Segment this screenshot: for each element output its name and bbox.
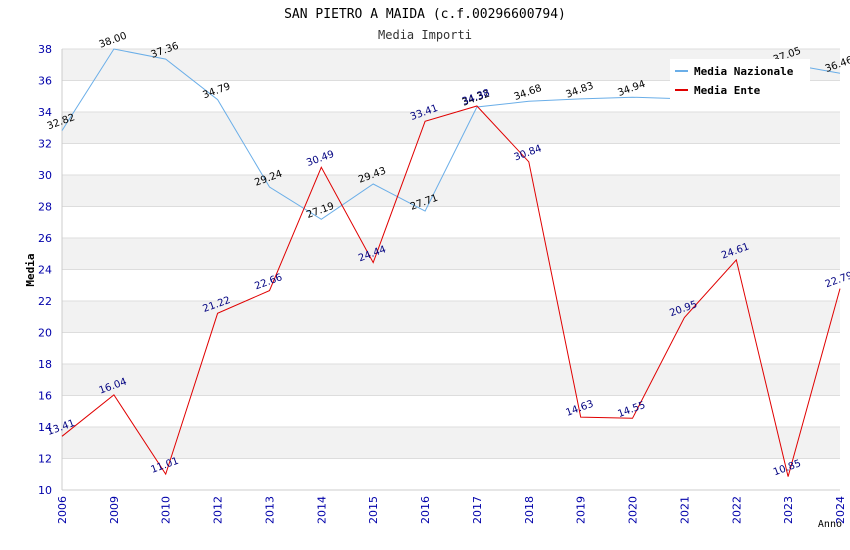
y-tick-label: 10 [38, 484, 52, 497]
data-label: 38.00 [98, 31, 129, 51]
data-label: 14.63 [564, 399, 595, 419]
x-tick-label: 2022 [730, 496, 743, 524]
y-tick-label: 36 [38, 75, 52, 88]
background-bands [62, 49, 840, 459]
x-tick-label: 2009 [108, 496, 121, 524]
x-tick-label: 2019 [575, 496, 588, 524]
y-tick-label: 12 [38, 453, 52, 466]
x-tick-label: 2018 [523, 496, 536, 524]
gridlines [61, 48, 840, 491]
data-label: 34.94 [616, 79, 647, 99]
data-label: 34.83 [564, 81, 595, 101]
data-label: 22.79 [824, 270, 850, 290]
x-tick-label: 2013 [263, 496, 276, 524]
data-label: 22.66 [253, 272, 284, 292]
x-axis-label: Anno [818, 519, 842, 530]
y-tick-label: 32 [38, 138, 52, 151]
y-tick-label: 38 [38, 43, 52, 56]
x-tick-label: 2017 [471, 496, 484, 524]
grid-band [62, 238, 840, 270]
data-label: 34.38 [461, 88, 492, 108]
data-label: 34.68 [513, 83, 544, 103]
grid-band [62, 112, 840, 144]
y-tick-label: 34 [38, 106, 52, 119]
x-tick-label: 2020 [627, 496, 640, 524]
x-tick-label: 2024 [834, 496, 847, 524]
y-tick-label: 26 [38, 232, 52, 245]
x-tick-label: 2010 [160, 496, 173, 524]
grid-band [62, 364, 840, 396]
y-tick-label: 20 [38, 327, 52, 340]
series-line-media-ente [61, 105, 841, 477]
x-tick-label: 2016 [419, 496, 432, 524]
legend: Media Nazionale Media Ente [670, 59, 810, 100]
x-axis-ticks: 2006 2009 2010 2012 2013 2014 2015 2016 2017 2018… [56, 496, 847, 524]
y-tick-label: 24 [38, 264, 52, 277]
legend-label: Media Ente [694, 84, 761, 97]
x-tick-label: 2006 [56, 496, 69, 524]
data-label: 14.55 [616, 400, 647, 420]
y-tick-label: 18 [38, 358, 52, 371]
x-tick-label: 2012 [212, 496, 225, 524]
y-tick-label: 28 [38, 201, 52, 214]
y-tick-label: 14 [38, 421, 52, 434]
data-label: 34.79 [201, 81, 232, 101]
data-label: 30.49 [305, 149, 336, 169]
x-tick-label: 2015 [367, 496, 380, 524]
grid-band [62, 301, 840, 333]
y-tick-label: 16 [38, 390, 52, 403]
x-tick-label: 2023 [782, 496, 795, 524]
y-axis-label: Media [24, 253, 37, 286]
grid-band [62, 175, 840, 207]
y-tick-label: 22 [38, 295, 52, 308]
y-axis-ticks: 10 12 14 16 18 20 22 24 26 28 30 32 34 36 38 [38, 43, 52, 497]
y-tick-label: 30 [38, 169, 52, 182]
x-tick-label: 2021 [678, 496, 691, 524]
legend-box [670, 59, 810, 100]
legend-label: Media Nazionale [694, 65, 794, 78]
chart-title: SAN PIETRO A MAIDA (c.f.00296600794) [284, 7, 566, 22]
chart-subtitle: Media Importi [378, 28, 472, 42]
grid-band [62, 427, 840, 459]
x-tick-label: 2014 [315, 496, 328, 524]
